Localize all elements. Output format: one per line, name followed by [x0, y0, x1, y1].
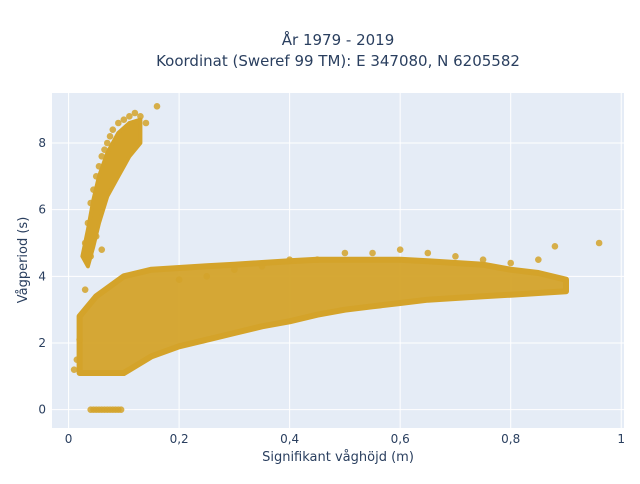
data-point — [231, 266, 238, 273]
data-point — [106, 133, 114, 140]
data-point — [109, 126, 117, 133]
x-axis-title: Signifikant våghöjd (m) — [262, 450, 414, 465]
x-tick-label: 0,2 — [170, 432, 189, 446]
x-tick-label: 0,4 — [280, 432, 299, 446]
data-point — [73, 356, 81, 363]
data-point — [369, 249, 376, 257]
dense-point-cloud — [76, 256, 569, 376]
points-layer — [70, 103, 603, 413]
data-point — [81, 286, 89, 293]
data-point — [115, 119, 122, 127]
chart-title-line2: Koordinat (Sweref 99 TM): E 347080, N 62… — [156, 52, 520, 70]
data-point — [137, 113, 144, 120]
x-tick-label: 1 — [617, 432, 625, 446]
data-point — [258, 263, 266, 270]
x-tick-label: 0,8 — [501, 432, 520, 446]
y-tick-label: 0 — [38, 403, 46, 417]
data-point — [452, 253, 459, 260]
data-point — [595, 239, 603, 247]
y-axis-title: Vågperiod (s) — [16, 217, 31, 304]
data-point — [120, 116, 128, 123]
data-point — [117, 406, 125, 413]
y-tick-label: 6 — [38, 203, 46, 217]
data-point — [98, 246, 106, 253]
data-point — [142, 119, 150, 127]
data-point — [103, 139, 111, 147]
data-point — [286, 256, 293, 263]
data-point — [341, 249, 349, 257]
ticks-layer: 0 0,2 0,4 0,6 0,8 1 0 2 4 6 8 — [38, 136, 625, 446]
data-point — [313, 256, 321, 263]
data-point — [76, 336, 83, 343]
y-tick-label: 4 — [38, 269, 46, 283]
data-point — [535, 256, 542, 263]
y-tick-label: 8 — [38, 136, 46, 150]
data-point — [153, 103, 161, 110]
data-point — [203, 273, 211, 280]
x-tick-label: 0 — [65, 432, 73, 446]
data-point — [70, 366, 78, 373]
y-tick-label: 2 — [38, 336, 46, 350]
data-point — [126, 113, 133, 120]
steep-point-cluster — [80, 117, 143, 269]
data-point — [175, 276, 183, 283]
data-point — [131, 109, 139, 117]
chart-title-line1: År 1979 - 2019 — [282, 30, 395, 49]
data-point — [98, 153, 106, 160]
data-point — [551, 243, 559, 250]
data-point — [507, 259, 515, 267]
data-point — [479, 256, 487, 263]
x-tick-label: 0,6 — [391, 432, 410, 446]
data-point — [424, 249, 432, 257]
data-point — [396, 246, 404, 253]
